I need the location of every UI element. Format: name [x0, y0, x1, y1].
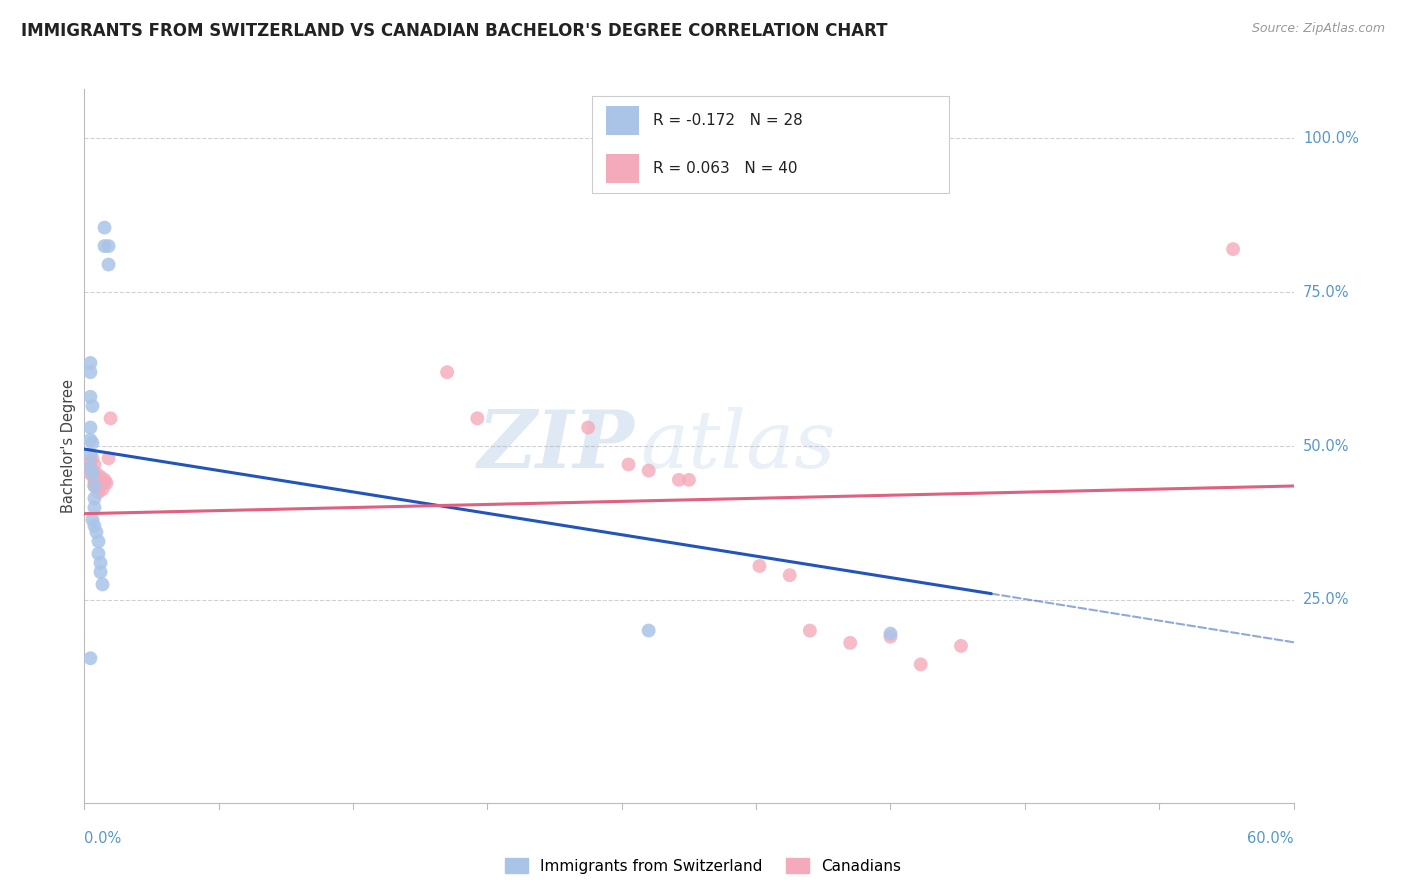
- Text: ZIP: ZIP: [478, 408, 634, 484]
- Point: [91, 577, 114, 591]
- Point: [83, 491, 105, 506]
- Text: 0.0%: 0.0%: [84, 831, 121, 847]
- Point: [617, 458, 640, 472]
- Point: [668, 473, 690, 487]
- Point: [87, 479, 110, 493]
- Point: [79, 390, 101, 404]
- Text: 50.0%: 50.0%: [1303, 439, 1350, 453]
- Point: [950, 639, 973, 653]
- Point: [1222, 242, 1244, 256]
- Point: [83, 500, 105, 515]
- Point: [79, 454, 101, 468]
- Point: [97, 258, 120, 272]
- Point: [82, 464, 104, 478]
- Text: Source: ZipAtlas.com: Source: ZipAtlas.com: [1251, 22, 1385, 36]
- Point: [79, 433, 101, 447]
- Text: IMMIGRANTS FROM SWITZERLAND VS CANADIAN BACHELOR'S DEGREE CORRELATION CHART: IMMIGRANTS FROM SWITZERLAND VS CANADIAN …: [21, 22, 887, 40]
- Point: [79, 356, 101, 370]
- Point: [79, 448, 101, 462]
- Point: [82, 399, 104, 413]
- Point: [910, 657, 932, 672]
- Point: [82, 451, 104, 466]
- Point: [79, 420, 101, 434]
- Point: [89, 556, 111, 570]
- Point: [93, 473, 115, 487]
- Point: [83, 475, 105, 490]
- Point: [87, 534, 110, 549]
- Point: [97, 239, 120, 253]
- Point: [87, 473, 110, 487]
- Point: [93, 239, 115, 253]
- Point: [86, 525, 108, 540]
- Point: [91, 475, 114, 490]
- Point: [82, 467, 104, 481]
- Point: [82, 513, 104, 527]
- Point: [779, 568, 801, 582]
- Point: [436, 365, 458, 379]
- Point: [799, 624, 821, 638]
- Point: [100, 411, 122, 425]
- Point: [678, 473, 700, 487]
- Point: [82, 436, 104, 450]
- Point: [79, 460, 101, 475]
- Point: [89, 469, 111, 483]
- Legend: Immigrants from Switzerland, Canadians: Immigrants from Switzerland, Canadians: [499, 852, 907, 880]
- Y-axis label: Bachelor's Degree: Bachelor's Degree: [60, 379, 76, 513]
- Point: [83, 458, 105, 472]
- Point: [79, 467, 101, 481]
- Point: [86, 473, 108, 487]
- Point: [93, 220, 115, 235]
- Point: [89, 475, 111, 490]
- Point: [83, 473, 105, 487]
- Point: [79, 365, 101, 379]
- Text: atlas: atlas: [641, 408, 837, 484]
- Point: [839, 636, 862, 650]
- Point: [89, 565, 111, 579]
- Point: [93, 475, 115, 490]
- Point: [83, 519, 105, 533]
- Point: [96, 475, 118, 490]
- Point: [87, 485, 110, 500]
- Point: [91, 482, 114, 496]
- Point: [79, 651, 101, 665]
- Point: [748, 558, 770, 573]
- Point: [86, 467, 108, 481]
- Point: [83, 479, 105, 493]
- Point: [79, 460, 101, 475]
- Point: [879, 630, 901, 644]
- Point: [879, 626, 901, 640]
- Point: [83, 479, 105, 493]
- Point: [467, 411, 489, 425]
- Text: 25.0%: 25.0%: [1303, 592, 1350, 607]
- Point: [637, 624, 659, 638]
- Point: [576, 420, 599, 434]
- Point: [97, 451, 120, 466]
- Point: [86, 475, 108, 490]
- Point: [637, 464, 659, 478]
- Text: 100.0%: 100.0%: [1303, 131, 1360, 146]
- Text: 60.0%: 60.0%: [1247, 831, 1294, 847]
- Point: [82, 467, 104, 481]
- Point: [87, 547, 110, 561]
- Text: 75.0%: 75.0%: [1303, 285, 1350, 300]
